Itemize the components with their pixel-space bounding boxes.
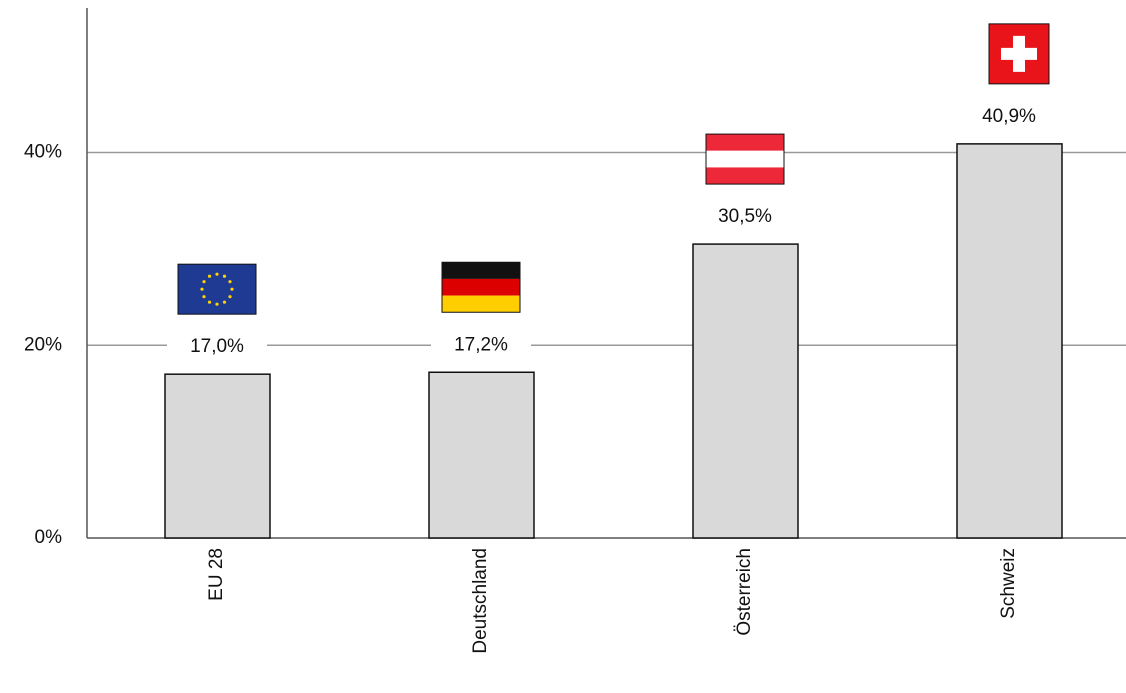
label-bg (431, 330, 531, 361)
value-label: 17,2% (454, 334, 508, 355)
flag-stripe (442, 262, 520, 279)
flag-star (215, 302, 219, 306)
flag-star (200, 287, 204, 291)
flag-star (207, 300, 212, 304)
value-label: 30,5% (718, 206, 772, 227)
bar (692, 243, 799, 539)
label-bg (959, 101, 1059, 132)
flag-star (202, 295, 206, 299)
flag-stripe (706, 134, 784, 151)
flag-cross (1001, 47, 1037, 60)
x-tick-label: EU 28 (206, 548, 227, 601)
flag-stripe (442, 278, 520, 296)
x-tick-label: Schweiz (998, 548, 1019, 619)
flag-stripe (442, 295, 520, 313)
bar (428, 371, 535, 539)
x-tick-label: Deutschland (470, 548, 491, 654)
flag-star (228, 295, 232, 299)
flag-border (441, 261, 521, 313)
flag-icon (441, 261, 521, 313)
bar (956, 143, 1063, 539)
x-tick-label: Österreich (734, 548, 755, 636)
flag-icon (705, 133, 785, 185)
flag-stripe (706, 167, 784, 185)
value-label: 40,9% (982, 106, 1036, 127)
bar (164, 373, 271, 539)
flag-icon (177, 263, 257, 315)
flag-star (202, 280, 206, 284)
flag-star (207, 274, 212, 278)
label-bg (167, 332, 267, 363)
flag-star (215, 272, 219, 276)
y-tick-label: 20% (24, 334, 62, 355)
flag-icon (988, 23, 1050, 85)
y-tick-label: 40% (24, 142, 62, 163)
flag-star (230, 287, 234, 291)
flag-field (177, 263, 257, 315)
flag-star (222, 274, 227, 278)
y-tick-label: 0% (35, 527, 63, 548)
flag-star (228, 280, 232, 284)
flag-border (705, 133, 785, 185)
value-label: 17,0% (190, 336, 244, 357)
flag-star (222, 300, 227, 304)
label-bg (695, 202, 795, 233)
flag-stripe (706, 150, 784, 168)
